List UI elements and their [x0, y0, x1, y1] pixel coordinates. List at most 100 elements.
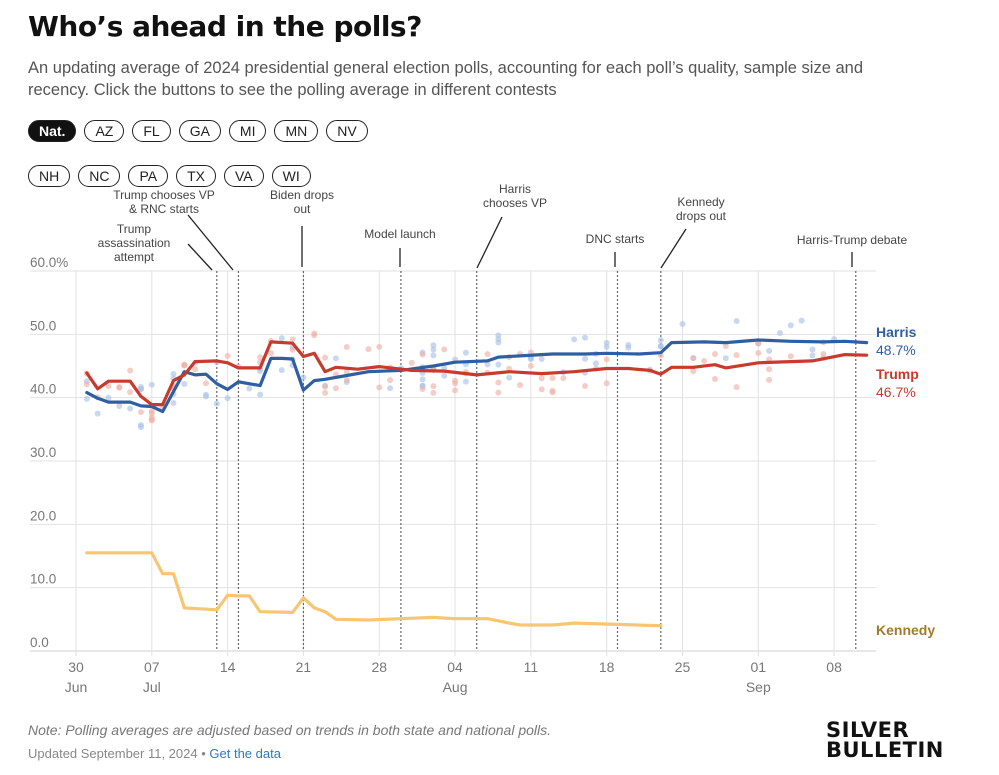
poll-dot [322, 354, 329, 361]
contest-button-mi[interactable]: MI [228, 120, 267, 142]
poll-dot [181, 380, 188, 387]
poll-dot [419, 385, 426, 392]
contest-button-nat[interactable]: Nat. [28, 120, 77, 142]
get-data-link[interactable]: Get the data [209, 746, 281, 761]
poll-dot [571, 336, 578, 343]
logo-line-2: BULLETIN [826, 738, 944, 762]
poll-dot [257, 391, 264, 398]
poll-dot [538, 375, 545, 382]
poll-dot [224, 395, 231, 402]
poll-dot [343, 368, 350, 375]
event-label-line: DNC starts [586, 232, 645, 246]
poll-dot [430, 389, 437, 396]
poll-dot [322, 383, 329, 390]
x-month-label: Jun [65, 679, 88, 695]
poll-dot [733, 317, 740, 324]
series-label-kennedy: Kennedy [876, 622, 935, 638]
contest-button-wi[interactable]: WI [271, 165, 311, 187]
poll-dot [137, 386, 144, 393]
y-tick-label: 30.0 [30, 445, 56, 460]
poll-dot [538, 386, 545, 393]
poll-dot [267, 350, 274, 357]
series-value-trump: 46.7% [876, 384, 916, 400]
poll-dot [387, 385, 394, 392]
poll-dot [441, 364, 448, 371]
poll-dot [603, 339, 610, 346]
event-pointer [187, 243, 213, 271]
y-tick-label: 10.0 [30, 572, 56, 587]
poll-dot [170, 400, 177, 407]
event-label-line: chooses VP [483, 196, 547, 210]
event-label: Harris chooses VP [483, 182, 547, 210]
x-tick-label: 04 [447, 659, 463, 675]
contest-button-nc[interactable]: NC [78, 165, 121, 187]
poll-dot [419, 351, 426, 358]
event-label-line: Trump chooses VP [113, 188, 215, 202]
poll-dot [517, 381, 524, 388]
updated-date: Updated September 11, 2024 [28, 746, 198, 761]
poll-dot [766, 347, 773, 354]
poll-dot [376, 343, 383, 350]
poll-dot [181, 362, 188, 369]
poll-dot [441, 372, 448, 379]
contest-button-nv[interactable]: NV [326, 120, 368, 142]
poll-dot [224, 352, 231, 359]
x-tick-label: 07 [144, 659, 160, 675]
poll-dot [83, 381, 90, 388]
poll-dot [343, 344, 350, 351]
contest-button-mn[interactable]: MN [274, 120, 319, 142]
poll-dot [462, 349, 469, 356]
contest-button-va[interactable]: VA [224, 165, 264, 187]
poll-dot [766, 376, 773, 383]
contest-button-ga[interactable]: GA [178, 120, 221, 142]
poll-dot [495, 379, 502, 386]
poll-dot [484, 351, 491, 358]
poll-dot [127, 388, 134, 395]
event-label-line: Biden drops [270, 188, 334, 202]
poll-dot [137, 422, 144, 429]
y-tick-label: 20.0 [30, 508, 56, 523]
event-label-line: Kennedy [677, 195, 724, 209]
poll-dot [722, 342, 729, 349]
poll-dot [625, 344, 632, 351]
contest-button-nh[interactable]: NH [28, 165, 71, 187]
poll-dot [820, 350, 827, 357]
series-line-trump [85, 340, 869, 407]
poll-dot [94, 410, 101, 417]
poll-dot [332, 355, 339, 362]
event-label-line: & RNC starts [129, 202, 199, 216]
poll-dot [430, 342, 437, 349]
poll-dot [603, 356, 610, 363]
page-subtitle: An updating average of 2024 presidential… [28, 59, 864, 99]
poll-dot [105, 383, 112, 390]
contest-button-pa[interactable]: PA [128, 165, 169, 187]
event-label-line: Trump [117, 222, 152, 236]
poll-dot [495, 361, 502, 368]
poll-dot [582, 334, 589, 341]
event-label: Harris-Trump debate [797, 233, 908, 247]
poll-dot [332, 385, 339, 392]
event-label-line: drops out [676, 209, 727, 223]
poll-dot [462, 378, 469, 385]
poll-dot [116, 384, 123, 391]
x-tick-label: 18 [599, 659, 615, 675]
contest-button-tx[interactable]: TX [176, 165, 216, 187]
poll-dot [105, 394, 112, 401]
x-month-label: Aug [443, 679, 468, 695]
poll-dot [148, 381, 155, 388]
event-label-line: Harris-Trump debate [797, 233, 908, 247]
poll-dot [592, 360, 599, 367]
poll-dot [809, 352, 816, 359]
contest-button-fl[interactable]: FL [132, 120, 171, 142]
poll-dot [657, 343, 664, 350]
event-label: Model launch [364, 227, 435, 241]
contest-button-az[interactable]: AZ [84, 120, 125, 142]
x-tick-label: 25 [675, 659, 691, 675]
poll-dot [322, 389, 329, 396]
poll-dot [711, 350, 718, 357]
x-tick-label: 14 [220, 659, 236, 675]
poll-dot [690, 355, 697, 362]
y-tick-label: 0.0 [30, 635, 49, 650]
poll-dot [127, 405, 134, 412]
poll-dot [787, 322, 794, 329]
